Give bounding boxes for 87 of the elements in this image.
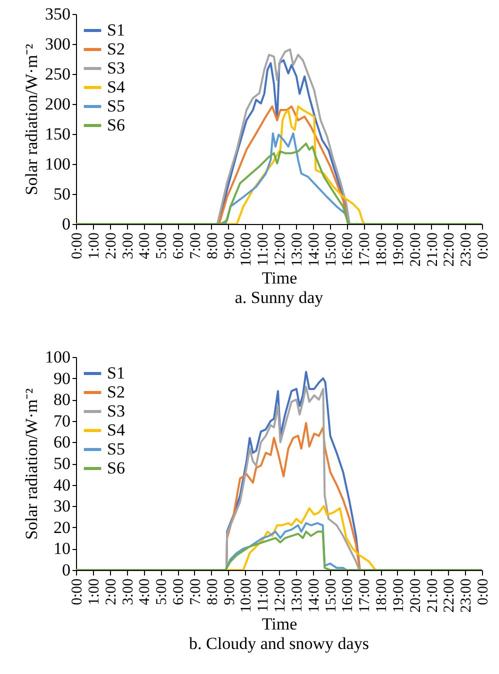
x-tick-label: 22:00 <box>442 232 458 267</box>
x-tick-label: 8:00 <box>204 578 221 606</box>
legend-label: S6 <box>107 458 125 478</box>
x-tick-label: 10:00 <box>238 578 255 613</box>
x-tick-label: 0:00 <box>70 578 86 606</box>
x-tick-label: 15:00 <box>323 578 340 613</box>
x-tick-label: 19:00 <box>390 578 407 613</box>
x-axis-title: Time <box>262 614 298 634</box>
y-tick-label: 50 <box>54 454 70 473</box>
x-tick-label: 0:00 <box>476 232 492 260</box>
x-tick-label: 20:00 <box>408 232 424 267</box>
x-tick-label: 4:00 <box>137 578 154 606</box>
x-tick-label: 7:00 <box>188 578 204 606</box>
x-tick-label: 14:00 <box>306 232 322 267</box>
x-tick-label: 13:00 <box>289 578 306 613</box>
y-tick-label: 100 <box>45 154 70 174</box>
x-tick-label: 5:00 <box>154 232 170 260</box>
x-tick-label: 5:00 <box>154 578 170 606</box>
text: b. Cloudy and snowy days <box>189 634 369 654</box>
x-tick-label: 23:00 <box>458 578 475 613</box>
x-tick-label: 9:00 <box>222 578 238 606</box>
x-tick-label: 6:00 <box>171 232 187 260</box>
x-tick-label: 0:00 <box>476 578 492 606</box>
x-axis-title: Time <box>262 268 298 288</box>
x-tick-label: 9:00 <box>222 232 238 260</box>
x-tick-label: 15:00 <box>323 232 340 267</box>
x-tick-label: 7:00 <box>188 232 204 260</box>
x-tick-label: 11:00 <box>256 232 272 266</box>
y-tick-label: 250 <box>45 64 70 84</box>
y-tick-label: 300 <box>45 34 70 54</box>
y-axis-title: Solar radiation/W·m⁻² <box>22 44 41 196</box>
y-tick-label: 150 <box>45 124 70 144</box>
legend-label: S5 <box>107 440 125 458</box>
y-tick-label: 20 <box>54 518 70 537</box>
x-tick-label: 11:00 <box>256 578 272 612</box>
x-tick-label: 4:00 <box>137 232 154 260</box>
x-tick-label: 12:00 <box>272 578 288 613</box>
x-tick-label: 21:00 <box>424 578 441 613</box>
x-tick-label: 18:00 <box>374 232 390 267</box>
x-tick-label: 16:00 <box>340 578 356 613</box>
x-tick-label: 14:00 <box>306 578 322 613</box>
y-tick-label: 0 <box>62 560 70 580</box>
x-tick-label: 6:00 <box>171 578 187 606</box>
x-tick-label: 8:00 <box>204 232 221 260</box>
legend-label: S4 <box>107 420 126 440</box>
y-tick-label: 90 <box>54 368 70 388</box>
x-tick-label: 1:00 <box>86 578 102 606</box>
text: a. Sunny day <box>234 288 324 308</box>
x-tick-label: 12:00 <box>272 232 288 267</box>
x-tick-label: 0:00 <box>70 232 86 260</box>
legend-label: S3 <box>107 402 125 420</box>
y-tick-label: 50 <box>54 184 70 204</box>
x-tick-label: 17:00 <box>357 578 374 613</box>
legend-label: S4 <box>107 78 126 96</box>
x-tick-label: 1:00 <box>86 232 102 260</box>
x-tick-label: 16:00 <box>340 232 356 267</box>
x-tick-label: 3:00 <box>120 232 136 260</box>
legend-label: S2 <box>107 40 125 58</box>
y-tick-label: 70 <box>54 411 70 430</box>
x-tick-label: 2:00 <box>103 578 120 606</box>
legend-label: S3 <box>107 58 125 78</box>
legend-label: S1 <box>107 364 125 382</box>
y-tick-label: 40 <box>54 475 70 494</box>
x-tick-label: 20:00 <box>408 578 424 613</box>
legend-label: S6 <box>107 116 125 134</box>
y-tick-label: 200 <box>45 94 70 114</box>
y-tick-label: 10 <box>54 539 70 558</box>
x-tick-label: 18:00 <box>374 578 390 613</box>
y-tick-label: 100 <box>45 348 70 366</box>
legend-label: S5 <box>107 96 125 116</box>
x-tick-label: 22:00 <box>442 578 458 613</box>
x-tick-label: 23:00 <box>458 232 475 267</box>
x-tick-label: 2:00 <box>103 232 120 260</box>
y-tick-label: 350 <box>45 4 70 24</box>
x-tick-label: 21:00 <box>424 232 441 267</box>
x-tick-label: 17:00 <box>357 232 374 267</box>
x-tick-label: 3:00 <box>120 578 136 606</box>
y-tick-label: 80 <box>54 390 70 410</box>
x-tick-label: 13:00 <box>289 232 306 267</box>
x-tick-label: 19:00 <box>390 232 407 267</box>
legend-label: S1 <box>107 20 125 40</box>
x-tick-label: 10:00 <box>238 232 255 267</box>
y-axis-title: Solar radiation/W·m⁻² <box>22 388 41 540</box>
y-tick-label: 60 <box>54 432 70 452</box>
legend-label: S2 <box>107 382 125 402</box>
y-tick-label: 30 <box>54 496 70 516</box>
y-tick-label: 0 <box>62 214 70 234</box>
